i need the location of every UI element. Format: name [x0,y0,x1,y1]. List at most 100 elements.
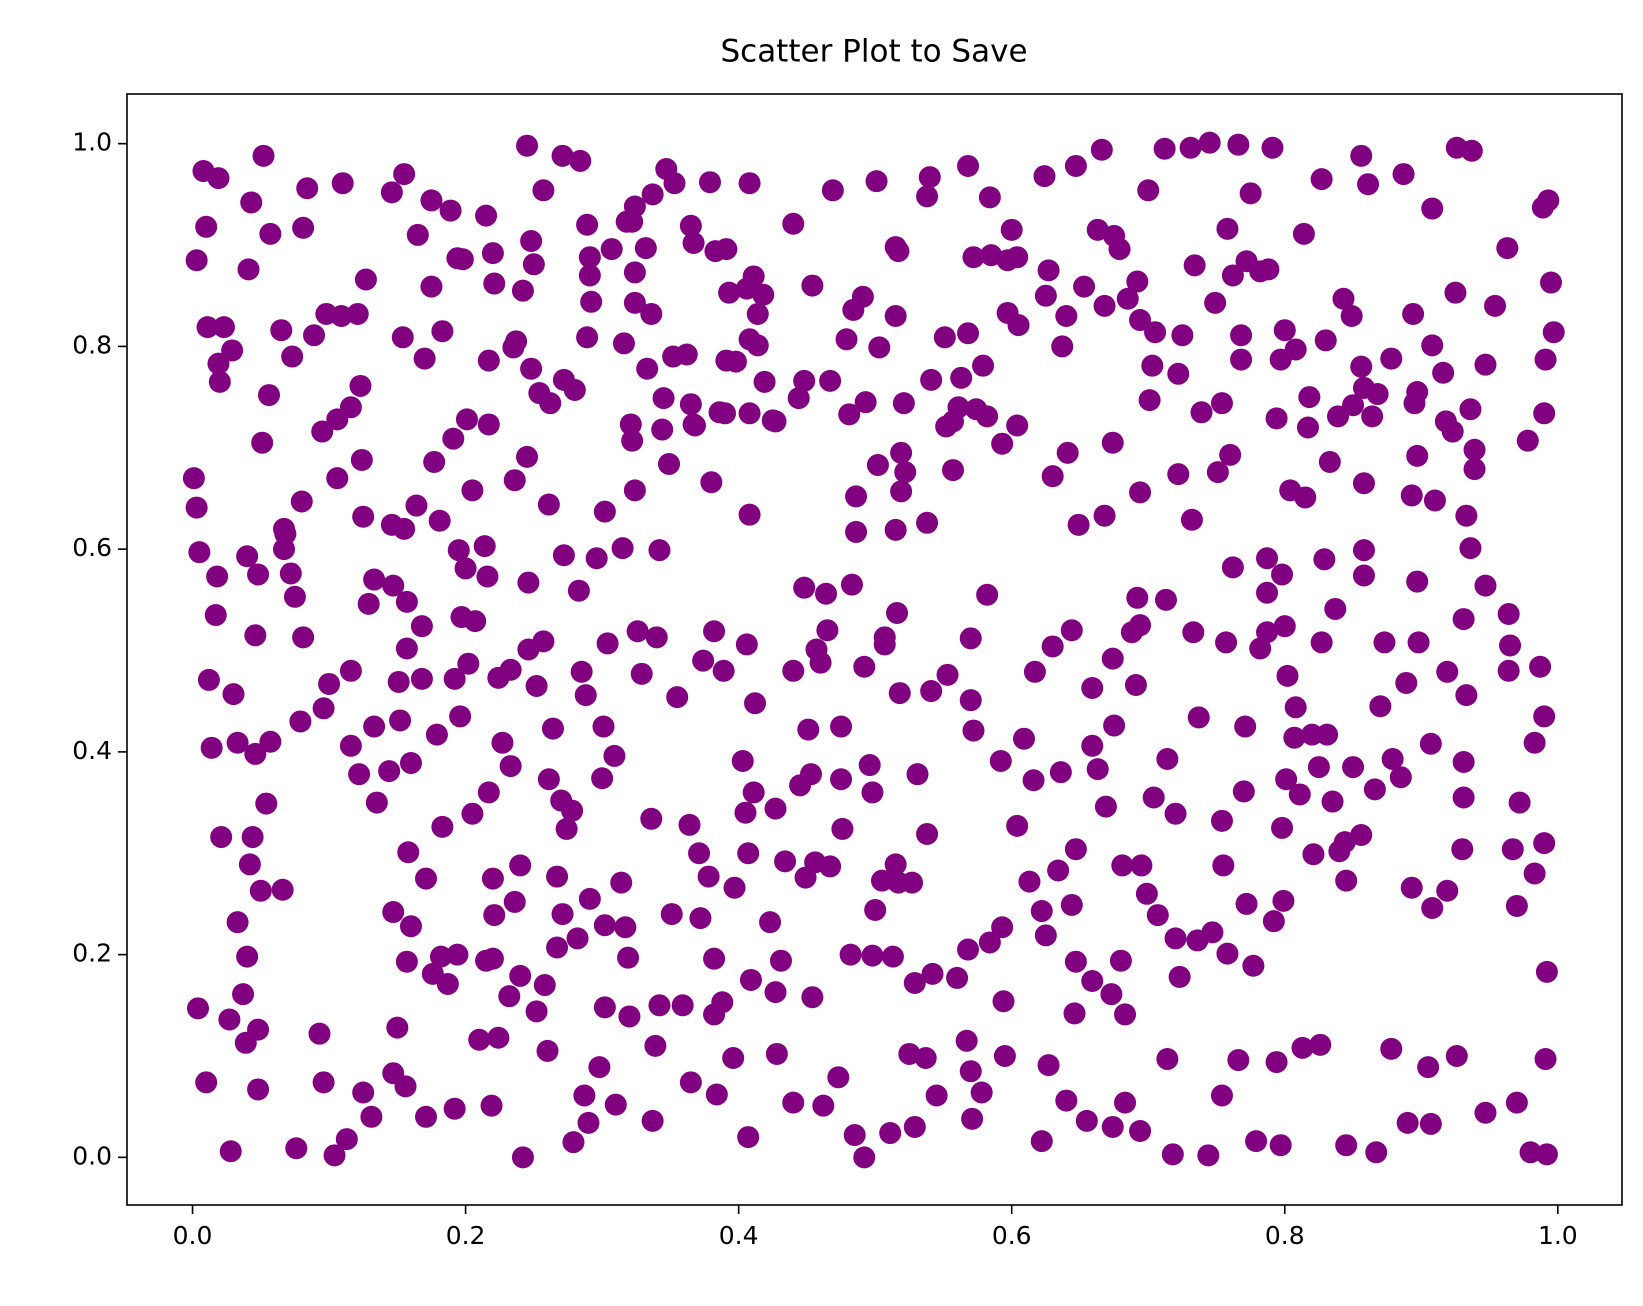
point [679,393,702,416]
point [764,797,787,820]
point [226,731,249,754]
point [236,545,259,568]
point [240,191,263,214]
point [873,626,896,649]
point [827,1066,850,1089]
point [703,1003,726,1026]
point [339,734,362,757]
point [312,1071,335,1094]
point [959,1060,982,1083]
point [1108,238,1131,261]
point [1180,508,1203,531]
point [1380,347,1403,370]
point [498,985,521,1008]
point [1215,631,1238,654]
point [611,537,634,560]
point [1342,756,1365,779]
point [936,663,959,686]
y-tick-label: 0.2 [72,939,112,968]
point [279,562,302,585]
point [1307,756,1330,779]
point [866,454,889,477]
point [1101,431,1124,454]
point [1064,838,1087,861]
point [1523,731,1546,754]
point [290,490,313,513]
point [957,322,980,345]
point [197,668,220,691]
point [475,949,498,972]
point [273,538,296,561]
point [1497,603,1520,626]
point [1230,324,1253,347]
point [1381,747,1404,770]
point [1197,1144,1220,1167]
point [1463,438,1486,461]
point [182,467,205,490]
point [1318,450,1341,473]
point [1452,608,1475,631]
point [1309,1033,1332,1056]
point [289,710,312,733]
point [204,604,227,627]
point [1256,547,1279,570]
y-tick-label: 1.0 [72,128,112,157]
point [782,1091,805,1114]
point [1051,335,1074,358]
x-tick-label: 0.6 [992,1221,1032,1250]
point [1533,402,1556,425]
point [723,876,746,899]
point [801,986,824,1009]
point [993,1044,1016,1067]
point [682,232,705,255]
point [854,391,877,414]
point [1327,405,1350,428]
point [1093,294,1116,317]
point [1369,695,1392,718]
point [576,326,599,349]
point [1186,929,1209,952]
point [415,867,437,890]
point [281,345,304,368]
point [247,1018,270,1041]
point [1041,465,1064,488]
point [1419,1112,1442,1135]
point [853,655,876,678]
point [1034,924,1057,947]
point [1432,361,1455,384]
point [759,911,782,934]
point [765,1042,788,1065]
point [692,649,715,672]
point [861,944,884,967]
point [845,520,868,543]
point [442,427,465,450]
point [326,467,349,490]
point [1298,386,1321,409]
point [188,541,211,564]
point [1081,677,1104,700]
point [618,1005,641,1028]
point [551,903,574,926]
point [483,272,506,295]
point [865,170,888,193]
point [1294,486,1317,509]
point [782,212,805,235]
point [1463,458,1486,481]
point [237,258,260,281]
point [562,1131,585,1154]
point [950,366,973,389]
point [801,274,824,297]
point [1116,287,1139,310]
point [1272,889,1295,912]
point [1417,1056,1440,1079]
point [769,949,792,972]
point [1403,392,1426,415]
point [477,349,500,372]
point [972,354,995,377]
point [1006,414,1029,437]
point [978,931,1001,954]
point [348,763,371,786]
point [1006,246,1029,269]
point [238,853,261,876]
